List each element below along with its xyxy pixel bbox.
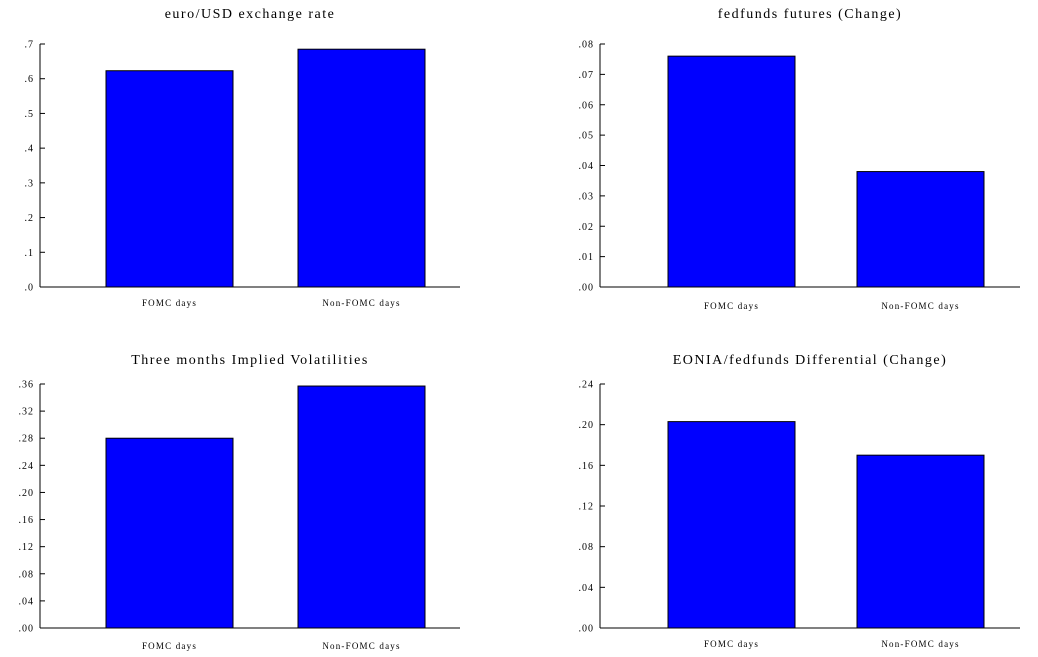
chart-title: euro/USD exchange rate (165, 7, 336, 22)
y-tick-label: .07 (579, 70, 595, 81)
x-category-label: FOMC days (142, 641, 197, 651)
x-category-label: FOMC days (704, 639, 759, 649)
y-tick-label: .12 (19, 542, 35, 553)
y-tick-label: .7 (25, 40, 35, 51)
x-category-label: Non-FOMC days (322, 641, 400, 651)
bar-fomc (105, 70, 234, 288)
chart-panel-4: EONIA/fedfunds Differential (Change) .00.… (579, 353, 1020, 649)
y-tick-label: .16 (19, 515, 35, 526)
y-tick-label: .04 (19, 596, 35, 607)
y-tick-label: .36 (19, 380, 35, 391)
y-tick-label: .5 (25, 109, 35, 120)
y-tick-label: .08 (579, 542, 595, 553)
chart-title: EONIA/fedfunds Differential (Change) (673, 353, 948, 368)
y-tick-label: .01 (579, 252, 595, 263)
y-tick-label: .0 (25, 283, 35, 294)
bar-fomc (667, 55, 796, 288)
y-tick-label: .28 (19, 434, 35, 445)
y-tick-label: .24 (19, 461, 35, 472)
chart-title: Three months Implied Volatilities (131, 353, 369, 368)
y-tick-label: .20 (19, 488, 35, 499)
y-tick-label: .16 (579, 461, 595, 472)
y-tick-label: .6 (25, 74, 35, 85)
x-category-label: FOMC days (704, 301, 759, 311)
y-tick-label: .00 (579, 283, 595, 294)
x-category-label: FOMC days (142, 298, 197, 308)
chart-panel-2: fedfunds futures (Change) .00 .01 .02 .03 .04… (579, 7, 1020, 311)
bar-non-fomc (856, 454, 985, 629)
bar-fomc (667, 421, 796, 629)
y-tick-label: .20 (579, 420, 595, 431)
y-tick-label: .3 (25, 178, 35, 189)
x-category-label: Non-FOMC days (881, 301, 959, 311)
y-tick-label: .05 (579, 131, 595, 142)
bar-non-fomc (297, 385, 426, 629)
y-tick-label: .06 (579, 100, 595, 111)
bar-fomc (105, 437, 234, 629)
x-category-label: Non-FOMC days (881, 639, 959, 649)
chart-panel-1: euro/USD exchange rate .0 .1 .2 .3 .4 .5 .6 .7 FO… (25, 7, 460, 308)
y-tick-label: .08 (579, 40, 595, 51)
y-tick-label: .2 (25, 213, 35, 224)
y-tick-label: .02 (579, 222, 595, 233)
y-tick-label: .4 (25, 144, 35, 155)
y-tick-label: .04 (579, 583, 595, 594)
x-category-label: Non-FOMC days (322, 298, 400, 308)
y-tick-label: .12 (579, 502, 595, 513)
chart-title: fedfunds futures (Change) (718, 7, 902, 22)
chart-panel-3: Three months Implied Volatilities .00 .04.… (19, 353, 460, 651)
y-tick-label: .32 (19, 407, 35, 418)
y-tick-label: .24 (579, 380, 595, 391)
y-tick-label: .00 (19, 624, 35, 635)
y-tick-label: .00 (579, 624, 595, 635)
y-tick-label: .03 (579, 191, 595, 202)
y-tick-label: .1 (25, 248, 35, 259)
bar-non-fomc (297, 48, 426, 288)
bar-non-fomc (856, 171, 985, 288)
y-tick-label: .08 (19, 569, 35, 580)
y-tick-label: .04 (579, 161, 595, 172)
